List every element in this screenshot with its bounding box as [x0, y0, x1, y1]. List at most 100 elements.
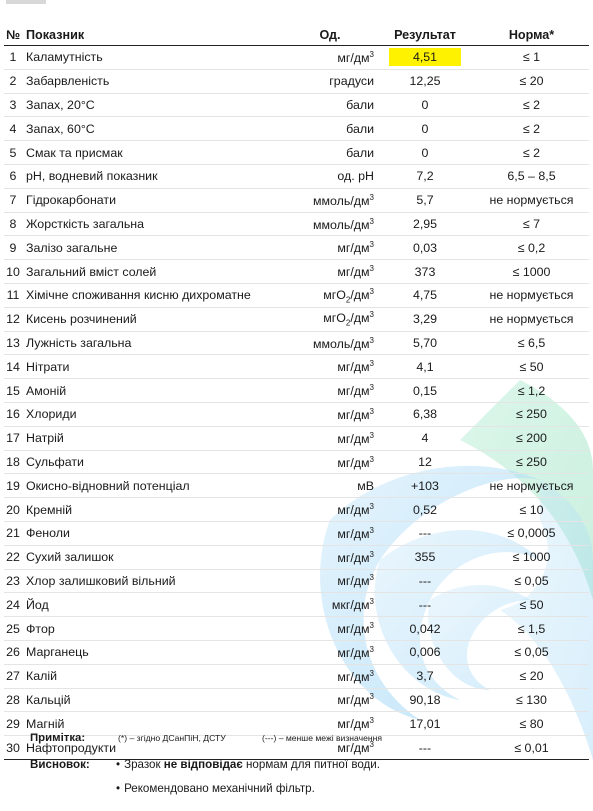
result-cell: ---: [376, 592, 474, 618]
unit-text: мг/дм3: [337, 383, 374, 398]
table-row: 12 Кисень розчинений мгО2/дм3 3,29 не нормує…: [4, 307, 589, 332]
row-number: 30: [4, 735, 22, 760]
parameter-name: Залізо загальне: [22, 235, 286, 261]
parameter-name: Каламутність: [22, 45, 286, 70]
unit-cell: мг/дм3: [286, 664, 376, 689]
unit-cell: мг/дм3: [286, 616, 376, 641]
norm-value: 6,5 – 8,5: [474, 164, 589, 189]
result-value-exceeded: 4,51: [389, 48, 461, 67]
unit-text: од. pH: [337, 169, 374, 183]
row-number: 19: [4, 473, 22, 499]
norm-value: ≤ 50: [474, 354, 589, 380]
unit-text: мВ: [357, 479, 374, 493]
result-value: 12,25: [409, 74, 441, 89]
table-row: 24 Йод мкг/дм3 --- ≤ 50: [4, 592, 589, 618]
col-header-result: Результат: [376, 25, 474, 46]
result-value: 373: [414, 264, 436, 279]
result-cell: 5,7: [376, 188, 474, 213]
result-cell: ---: [376, 521, 474, 546]
parameter-name: Фтор: [22, 616, 286, 641]
unit-cell: мг/дм3: [286, 426, 376, 451]
norm-value: ≤ 6,5: [474, 331, 589, 356]
parameter-name: Гідрокарбонати: [22, 188, 286, 213]
unit-superscript: 3: [369, 216, 374, 226]
norm-value: ≤ 0,2: [474, 235, 589, 261]
unit-cell: мг/дм3: [286, 497, 376, 522]
row-number: 10: [4, 259, 22, 284]
table-row: 15 Амоній мг/дм3 0,15 ≤ 1,2: [4, 378, 589, 403]
parameter-name: Окисно-відновний потенціал: [22, 473, 286, 499]
results-table: № Показник Од. Результат Норма* 1 Каламут…: [4, 25, 589, 760]
result-cell: 0,042: [376, 616, 474, 641]
unit-text: мг/дм3: [337, 407, 374, 422]
bullet-icon: •: [116, 782, 121, 795]
unit-superscript: 3: [369, 716, 374, 726]
unit-superscript: 3: [369, 240, 374, 250]
norm-value: ≤ 200: [474, 426, 589, 451]
table-row: 28 Кальцій мг/дм3 90,18 ≤ 130: [4, 688, 589, 713]
unit-cell: мг/дм3: [286, 521, 376, 546]
conclusion-line-1-bold: не відповідає: [163, 758, 243, 771]
unit-cell: мВ: [286, 473, 376, 499]
unit-cell: мг/дм3: [286, 354, 376, 380]
unit-base: мг/дм: [337, 693, 370, 708]
unit-text: ммоль/дм3: [313, 193, 374, 208]
unit-text: мг/дм3: [337, 454, 374, 469]
result-cell: 3,29: [376, 307, 474, 332]
result-cell: 4: [376, 426, 474, 451]
norm-value: ≤ 250: [474, 402, 589, 427]
table-row: 23 Хлор залишковий вільний мг/дм3 --- ≤ 0,05: [4, 569, 589, 594]
table-row: 9 Залізо загальне мг/дм3 0,03 ≤ 0,2: [4, 235, 589, 261]
unit-cell: мг/дм3: [286, 45, 376, 70]
result-cell: 5,70: [376, 331, 474, 356]
table-row: 11 Хімічне споживання кисню дихроматне мгО…: [4, 283, 589, 308]
unit-base: бали: [346, 145, 374, 160]
unit-cell: мг/дм3: [286, 640, 376, 665]
unit-base: мг/дм: [337, 574, 370, 589]
unit-superscript: 3: [369, 549, 374, 559]
unit-text: градуси: [329, 74, 374, 88]
table-header-row: № Показник Од. Результат Норма*: [4, 25, 589, 46]
result-value: 5,7: [416, 193, 434, 208]
norm-value: ≤ 0,05: [474, 640, 589, 665]
result-value: 355: [414, 550, 436, 565]
result-cell: 4,1: [376, 354, 474, 380]
unit-base: мг/дм: [337, 622, 370, 637]
unit-text: мг/дм3: [337, 549, 374, 565]
result-value: 5,70: [412, 335, 438, 350]
unit-cell: мгО2/дм3: [286, 307, 376, 332]
table-row: 17 Натрій мг/дм3 4 ≤ 200: [4, 426, 589, 451]
result-value: 4,75: [412, 288, 438, 303]
unit-superscript: 3: [369, 692, 374, 702]
row-number: 12: [4, 307, 22, 332]
unit-tail: /дм: [350, 311, 370, 326]
unit-superscript: 3: [369, 573, 374, 583]
result-value: 3,7: [416, 669, 434, 684]
table-row: 10 Загальний вміст солей мг/дм3 373 ≤ 1000: [4, 259, 589, 284]
note-text-standards: (*) – згідно ДСанПіН, ДСТУ: [118, 733, 226, 743]
table-row: 18 Сульфати мг/дм3 12 ≤ 250: [4, 450, 589, 475]
result-cell: 4,75: [376, 283, 474, 308]
unit-base: мг/дм: [337, 741, 370, 756]
result-value: 0,15: [412, 383, 438, 398]
parameter-name: Сухий залишок: [22, 545, 286, 570]
table-row: 26 Марганець мг/дм3 0,006 ≤ 0,05: [4, 640, 589, 665]
result-cell: ---: [376, 569, 474, 594]
table-row: 25 Фтор мг/дм3 0,042 ≤ 1,5: [4, 616, 589, 641]
unit-base: мВ: [357, 478, 374, 493]
unit-base: ммоль/дм: [313, 336, 370, 351]
norm-value: ≤ 130: [474, 688, 589, 713]
parameter-name: Марганець: [22, 640, 286, 665]
parameter-name: Кальцій: [22, 688, 286, 713]
result-cell: 6,38: [376, 402, 474, 427]
result-cell: 90,18: [376, 688, 474, 713]
result-value: 7,2: [416, 169, 434, 184]
norm-value: ≤ 20: [474, 69, 589, 94]
unit-cell: бали: [286, 116, 376, 142]
norm-value: ≤ 1,5: [474, 616, 589, 641]
unit-cell: мг/дм3: [286, 450, 376, 475]
unit-superscript: 3: [369, 597, 374, 607]
result-cell: 373: [376, 259, 474, 284]
table-row: 21 Феноли мг/дм3 --- ≤ 0,0005: [4, 521, 589, 546]
norm-value: ≤ 0,05: [474, 569, 589, 594]
